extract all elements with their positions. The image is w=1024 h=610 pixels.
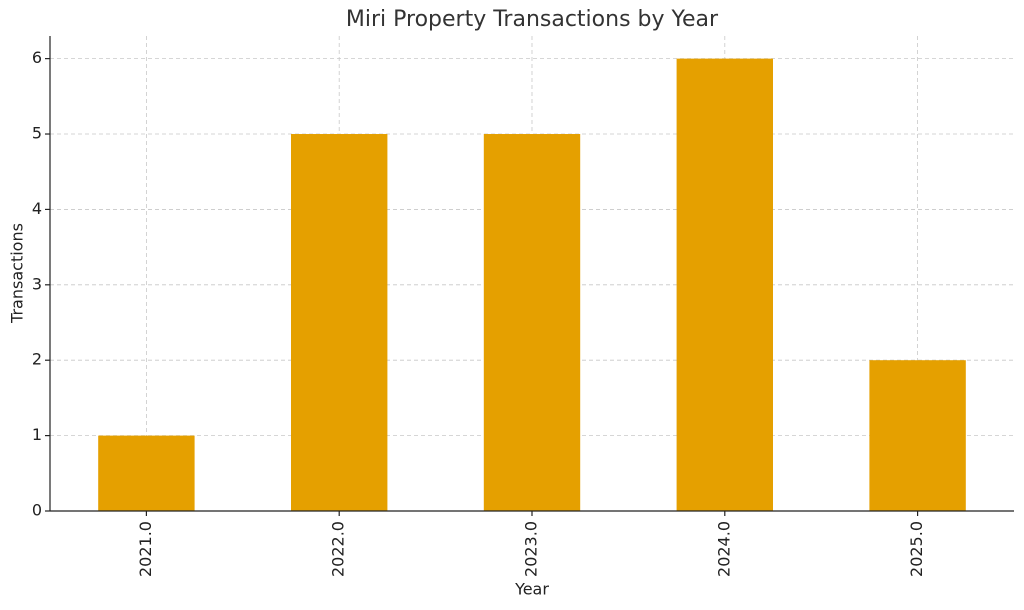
y-tick-label: 0 [32, 501, 42, 520]
y-tick-label: 3 [32, 274, 42, 293]
x-tick-label: 2022.0 [329, 521, 348, 577]
bar [98, 435, 195, 511]
x-tick-label: 2021.0 [136, 521, 155, 577]
x-tick-label: 2023.0 [522, 521, 541, 577]
x-tick-label: 2025.0 [907, 521, 926, 577]
bar [291, 134, 388, 511]
y-tick-label: 2 [32, 350, 42, 369]
chart-title: Miri Property Transactions by Year [346, 7, 719, 32]
y-tick-label: 4 [32, 199, 42, 218]
y-axis-label: Transactions [8, 223, 27, 324]
y-tick-label: 5 [32, 124, 42, 143]
bar [483, 134, 581, 511]
y-tick-label: 6 [32, 48, 42, 67]
bar [869, 360, 966, 511]
bar [676, 58, 773, 511]
y-tick-label: 1 [32, 425, 42, 444]
x-axis-label: Year [514, 580, 549, 599]
x-tick-label: 2024.0 [714, 521, 733, 577]
